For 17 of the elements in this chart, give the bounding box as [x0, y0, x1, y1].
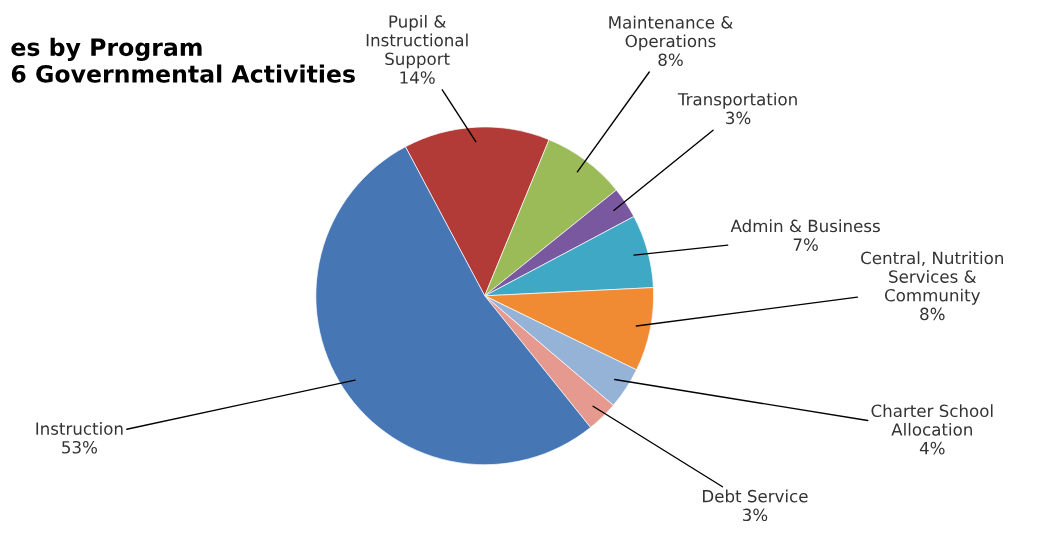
data-label: 3%	[726, 111, 751, 125]
slice-label: Admin & Business	[730, 219, 880, 233]
slice-label: Debt Service	[703, 489, 808, 503]
slice-label: Instruction	[36, 422, 123, 435]
data-label: 4%	[919, 441, 945, 455]
slice-label: Central, Nutrition Services & Community	[861, 251, 1003, 305]
slice-label: Transportation	[677, 92, 797, 109]
data-label: 7%	[793, 238, 818, 251]
slice-label: Charter School Allocation	[871, 404, 993, 436]
text: es by Program 6 Governmental Activities	[11, 37, 355, 83]
data-label: 8%	[658, 53, 683, 66]
slice-label: Maintenance & Operations	[609, 15, 733, 51]
data-label: 3%	[743, 508, 768, 522]
slice-label: Pupil & Instructional Support	[366, 14, 468, 69]
data-label: 14%	[400, 71, 435, 84]
data-label: 8%	[920, 307, 945, 321]
data-label: 53%	[62, 440, 97, 454]
